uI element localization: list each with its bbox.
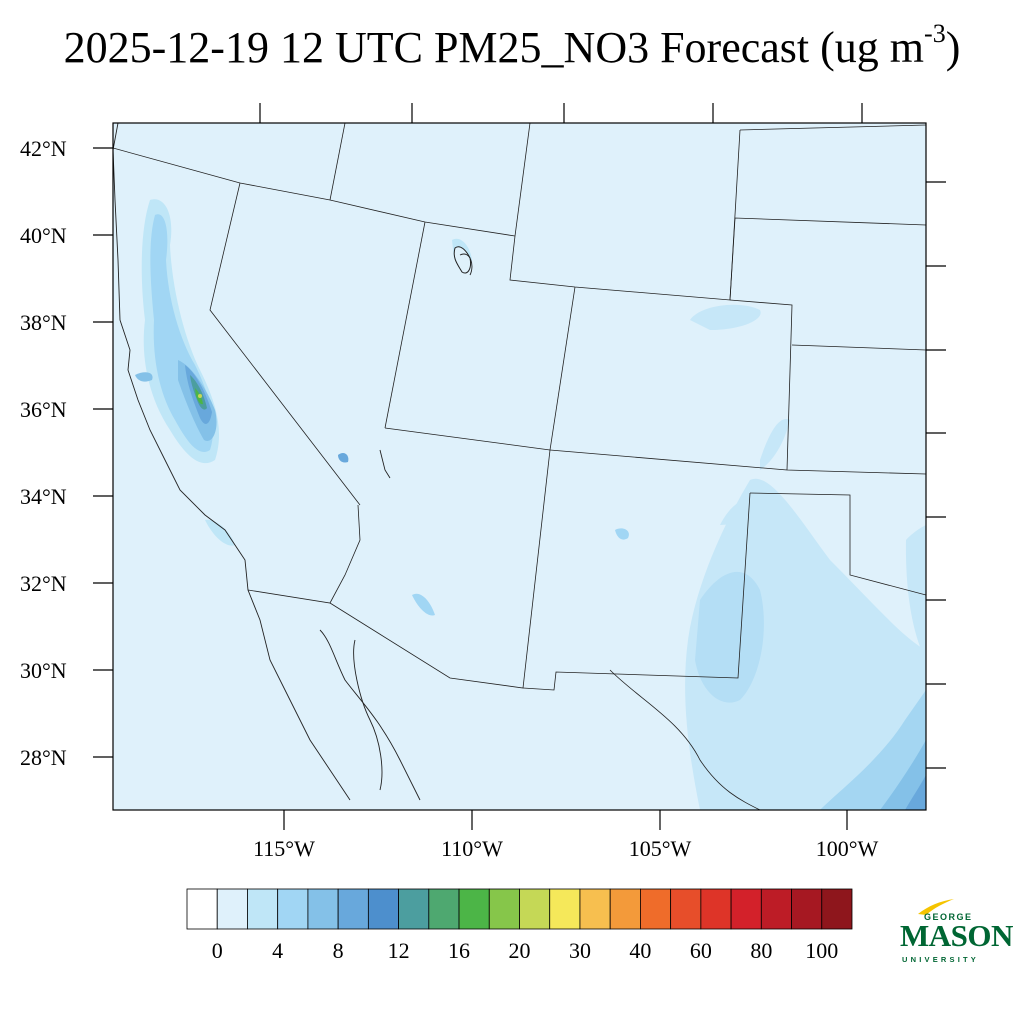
colorbar-label: 4 (272, 938, 283, 963)
top-ticks (259, 103, 863, 123)
colorbar-label: 16 (448, 938, 470, 963)
logo-line3: UNIVERSITY (902, 955, 980, 964)
lat-label: 32°N (20, 571, 67, 596)
colorbar-swatch (760, 888, 792, 930)
sf-bay-plume (135, 372, 153, 382)
colorbar-label: 20 (509, 938, 531, 963)
colorbar-swatch (337, 888, 369, 930)
lat-label: 36°N (20, 397, 67, 422)
chart-title: 2025-12-19 12 UTC PM25_NO3 Forecast (ug … (0, 19, 1024, 73)
gulf-field-darker (905, 775, 926, 810)
title-text: 2025-12-19 12 UTC PM25_NO3 Forecast (ug … (63, 23, 925, 72)
colorbar-label: 8 (333, 938, 344, 963)
vegas-spot (338, 452, 349, 463)
lat-label: 42°N (20, 136, 67, 161)
la-plume (205, 519, 235, 546)
colorbar-label: 60 (690, 938, 712, 963)
lon-label: 110°W (441, 836, 503, 861)
colorbar-swatch (367, 888, 399, 930)
lon-label: 100°W (816, 836, 879, 861)
cv-teal (190, 375, 207, 410)
title-superscript: -3 (924, 19, 946, 49)
logo-line2: MASON (900, 918, 1013, 953)
colorbar-labels: 0 4 8 12 16 20 30 40 60 80 100 (212, 938, 839, 963)
colorbar-swatch (458, 888, 490, 930)
phoenix-spot (412, 593, 435, 616)
colorbar-swatch (247, 888, 279, 930)
texas-field-medium (695, 571, 764, 703)
logo-swoosh-icon (918, 899, 954, 915)
coastline (113, 123, 473, 801)
lat-label: 28°N (20, 745, 67, 770)
state-boundaries (113, 123, 926, 810)
colorbar-swatch (277, 888, 309, 930)
colorbar-swatch (609, 888, 641, 930)
colorbar-swatch (398, 888, 430, 930)
colorbar-swatch (670, 888, 702, 930)
bottom-ticks (283, 810, 848, 830)
colorbar-swatch (216, 888, 248, 930)
gmu-logo: GEORGE MASON UNIVERSITY (896, 898, 1013, 970)
cv-yellow-spot (198, 394, 202, 398)
colorbar-swatch (730, 888, 762, 930)
colorbar-swatch (640, 888, 672, 930)
lat-label: 38°N (20, 310, 67, 335)
colorbar-swatch (307, 888, 339, 930)
colorbar-swatch (821, 888, 853, 930)
colorbar-label: 40 (629, 938, 651, 963)
great-salt-lake (453, 246, 471, 274)
lat-label: 30°N (20, 658, 67, 683)
colorbar-swatch (579, 888, 611, 930)
lon-label: 115°W (253, 836, 315, 861)
plains-plume (760, 419, 790, 470)
colorado-plume (690, 304, 761, 330)
gulf-field-dark (880, 740, 926, 810)
colorbar-swatch (519, 888, 551, 930)
colorbar-label: 80 (750, 938, 772, 963)
map-frame (112, 122, 927, 811)
gulf-field-medium (820, 690, 926, 810)
colorbar-label: 12 (388, 938, 410, 963)
colorbar-swatch (549, 888, 581, 930)
lon-label: 105°W (629, 836, 692, 861)
lat-label: 40°N (20, 223, 67, 248)
colorbar-label: 100 (805, 938, 838, 963)
lat-label: 34°N (20, 484, 67, 509)
plains-plume-2 (720, 498, 755, 525)
colorbar (186, 888, 853, 930)
colorbar-swatch (700, 888, 732, 930)
colorbar-swatch (186, 888, 218, 930)
colorbar-swatch (791, 888, 823, 930)
nm-spot (615, 528, 629, 540)
title-close: ) (945, 23, 961, 72)
right-ticks (926, 181, 946, 769)
left-ticks (93, 147, 113, 758)
logo-line1: GEORGE (924, 912, 973, 922)
colorbar-swatch (428, 888, 460, 930)
colorbar-label: 30 (569, 938, 591, 963)
colorbar-label: 0 (212, 938, 223, 963)
colorbar-swatch (488, 888, 520, 930)
